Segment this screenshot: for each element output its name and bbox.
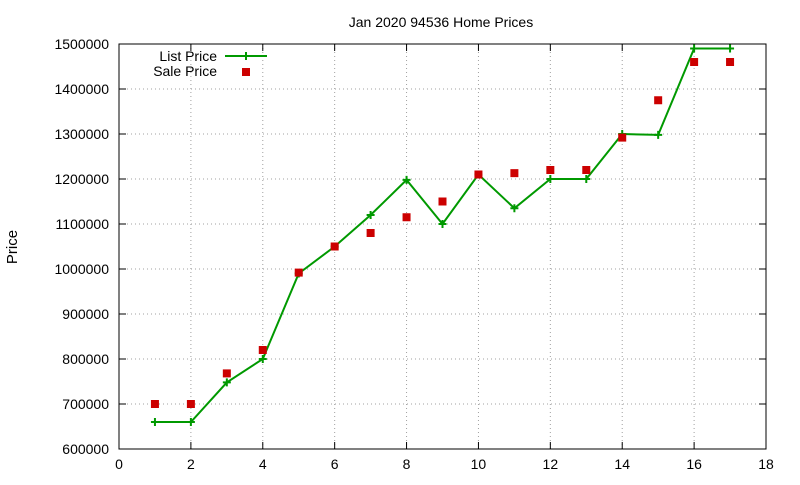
sale-price-point <box>366 229 375 237</box>
sale-price-point <box>150 400 159 408</box>
list-price-point <box>366 211 375 219</box>
sale-price-point <box>222 369 231 378</box>
y-axis-label: Price <box>4 230 21 264</box>
y-tick-label: 800000 <box>62 351 109 367</box>
sale-price-point <box>330 242 339 251</box>
x-tick-label: 6 <box>331 456 339 472</box>
y-tick-label: 1000000 <box>54 261 109 277</box>
y-tick-label: 700000 <box>62 396 109 412</box>
x-tick-label: 10 <box>471 456 487 472</box>
grid-layer <box>119 44 766 449</box>
x-tick-label: 2 <box>187 456 195 472</box>
sale-price-point <box>618 133 627 142</box>
axis-layer: 600000 700000 800000 900000 1000000 1100000 12… <box>54 36 774 472</box>
list-price-point <box>258 355 267 363</box>
series-layer <box>150 44 735 426</box>
sale-price-point <box>654 96 663 105</box>
y-tick-label: 900000 <box>62 306 109 322</box>
x-tick-label: 4 <box>259 456 267 472</box>
sale-price-point <box>402 213 411 222</box>
list-price-point <box>582 175 591 183</box>
y-tick-label: 1100000 <box>56 216 110 232</box>
y-tick-label: 1200000 <box>54 171 109 187</box>
x-tick-label: 18 <box>758 456 774 472</box>
legend-swatch-sale-marker <box>242 68 250 76</box>
list-price-point <box>546 175 555 183</box>
list-price-point <box>150 418 159 426</box>
sale-price-point <box>438 197 447 206</box>
y-tick-label: 600000 <box>62 441 109 457</box>
legend-swatch-list-marker <box>242 52 250 60</box>
sale-price-point <box>582 166 591 174</box>
sale-price-point <box>510 169 519 178</box>
list-price-point <box>222 378 231 387</box>
sale-price-point <box>186 400 195 408</box>
x-tick-label: 16 <box>686 456 702 472</box>
sale-price-point <box>474 170 483 179</box>
sale-price-point <box>258 346 267 354</box>
sale-price-point <box>726 58 735 66</box>
x-tick-label: 8 <box>403 456 411 472</box>
x-tick-label: 0 <box>115 456 123 472</box>
plot-frame <box>118 43 767 450</box>
list-price-point <box>654 130 663 139</box>
legend-label-list: List Price <box>159 48 217 64</box>
y-tick-label: 1500000 <box>54 36 109 52</box>
list-price-line <box>154 47 731 423</box>
list-price-point <box>510 204 519 213</box>
list-price-point <box>402 175 411 184</box>
legend: List Price Sale Price <box>153 48 267 79</box>
chart-title: Jan 2020 94536 Home Prices <box>349 14 533 30</box>
sale-price-point <box>546 166 555 174</box>
y-tick-label: 1400000 <box>54 81 109 97</box>
list-price-point <box>438 220 447 228</box>
list-price-point <box>186 418 195 426</box>
list-price-point <box>726 44 735 53</box>
x-tick-label: 12 <box>543 456 559 472</box>
sale-price-point <box>690 58 699 66</box>
y-tick-label: 1300000 <box>54 126 109 142</box>
legend-label-sale: Sale Price <box>153 63 217 79</box>
x-tick-label: 14 <box>614 456 630 472</box>
list-price-point <box>690 44 699 53</box>
sale-price-point <box>294 268 303 277</box>
